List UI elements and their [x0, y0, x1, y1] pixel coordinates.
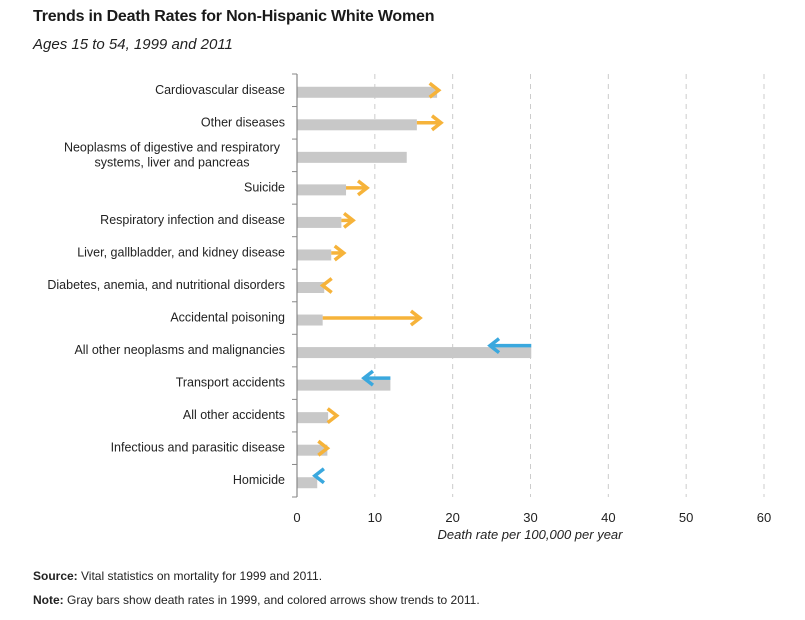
- bar-1999: [297, 184, 347, 196]
- category-label: All other accidents: [183, 408, 285, 422]
- arrow-2011: [341, 212, 356, 229]
- category-label: Neoplasms of digestive and respiratory: [64, 140, 281, 154]
- category-label: Other diseases: [201, 115, 285, 129]
- bar-1999: [297, 477, 318, 489]
- chart-title: Trends in Death Rates for Non-Hispanic W…: [33, 8, 435, 25]
- source-note: Source: Vital statistics on mortality fo…: [33, 569, 322, 583]
- arrow-2011: [487, 337, 532, 354]
- x-tick-label: 50: [679, 510, 693, 525]
- arrow-2011: [322, 309, 423, 327]
- y-axis: [292, 73, 298, 498]
- x-tick-label: 20: [445, 510, 459, 525]
- x-axis-label: Death rate per 100,000 per year: [437, 527, 623, 542]
- arrow-2011: [361, 369, 391, 387]
- bar-1999: [297, 86, 438, 98]
- note-label: Note:: [33, 593, 64, 607]
- arrow-2011: [312, 467, 325, 485]
- arrow-head: [409, 309, 423, 327]
- arrow-head: [430, 114, 444, 132]
- bar-1999: [297, 282, 325, 293]
- category-label: Cardiovascular disease: [155, 83, 285, 97]
- x-tick-label: 30: [523, 510, 537, 525]
- arrow-head: [356, 179, 370, 197]
- x-tick-label: 10: [368, 510, 382, 525]
- x-tick-label: 0: [293, 510, 300, 525]
- arrow-2011: [326, 407, 340, 425]
- arrow-2011: [346, 179, 370, 197]
- category-label: Respiratory infection and disease: [100, 213, 285, 227]
- x-tick-labels: 0 10 20 30 40 50 60: [293, 510, 771, 525]
- category-labels: Cardiovascular disease Other diseases Neop…: [47, 83, 285, 487]
- category-label: Infectious and parasitic disease: [111, 441, 285, 455]
- arrow-head: [361, 369, 375, 387]
- arrow-head: [487, 337, 501, 354]
- bar-1999: [297, 151, 407, 163]
- bar-1999: [297, 444, 328, 456]
- bar-1999: [297, 216, 342, 228]
- arrow-head: [326, 407, 340, 425]
- arrow-2011: [319, 277, 333, 294]
- arrow-head: [312, 467, 325, 485]
- chart-subtitle: Ages 15 to 54, 1999 and 2011: [33, 36, 233, 53]
- bar-1999: [297, 347, 532, 359]
- category-label: Diabetes, anemia, and nutritional disord…: [47, 278, 285, 292]
- source-label: Source:: [33, 569, 78, 583]
- arrow-head: [342, 212, 356, 229]
- arrow-head: [319, 277, 333, 294]
- bar-1999: [297, 314, 323, 326]
- category-label: systems, liver and pancreas: [95, 155, 250, 169]
- arrow-head: [333, 244, 347, 262]
- gridlines: [374, 74, 765, 497]
- note-text: Gray bars show death rates in 1999, and …: [63, 593, 480, 607]
- arrow-head: [428, 81, 442, 99]
- category-label: Liver, gallbladder, and kidney disease: [77, 245, 285, 259]
- arrow-head: [317, 439, 331, 457]
- arrow-2011: [428, 81, 442, 99]
- arrows-2011: [312, 81, 532, 485]
- chart-plot: Cardiovascular disease Other diseases Neop…: [47, 73, 771, 542]
- category-label: Transport accidents: [176, 376, 285, 390]
- note: Note: Gray bars show death rates in 1999…: [33, 593, 480, 607]
- bar-1999: [297, 249, 332, 261]
- bar-1999: [297, 119, 417, 131]
- arrow-2011: [317, 439, 331, 457]
- bar-1999: [297, 379, 391, 391]
- category-label: Suicide: [244, 180, 285, 194]
- source-text: Vital statistics on mortality for 1999 a…: [77, 569, 323, 583]
- category-label: Accidental poisoning: [170, 311, 285, 325]
- arrow-2011: [331, 244, 347, 262]
- arrow-2011: [416, 114, 444, 132]
- bar-1999: [297, 412, 329, 424]
- category-label: Homicide: [233, 473, 285, 487]
- x-tick-label: 40: [601, 510, 615, 525]
- bars-1999: [297, 86, 532, 489]
- x-tick-label: 60: [757, 510, 771, 525]
- category-label: All other neoplasms and malignancies: [74, 343, 285, 357]
